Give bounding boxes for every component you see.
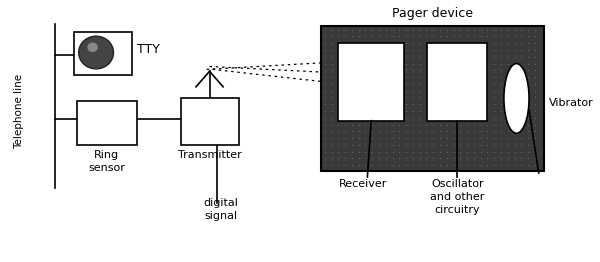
Bar xyxy=(338,43,404,121)
Text: Vibrator: Vibrator xyxy=(548,98,593,108)
Text: Telephone line: Telephone line xyxy=(14,73,24,149)
Text: digital
signal: digital signal xyxy=(204,198,239,221)
Text: Pager device: Pager device xyxy=(392,7,473,20)
Text: Oscillator
and other
circuitry: Oscillator and other circuitry xyxy=(430,179,485,215)
Bar xyxy=(74,32,132,75)
Ellipse shape xyxy=(79,36,113,69)
Text: Ring
sensor: Ring sensor xyxy=(88,150,125,173)
Ellipse shape xyxy=(88,42,98,52)
Text: TTY: TTY xyxy=(137,43,160,56)
Bar xyxy=(181,99,239,145)
Bar xyxy=(427,43,487,121)
Bar xyxy=(77,101,137,145)
Text: Transmitter: Transmitter xyxy=(178,150,241,160)
Text: Receiver: Receiver xyxy=(340,179,388,189)
Bar xyxy=(321,26,544,171)
Ellipse shape xyxy=(504,64,529,133)
